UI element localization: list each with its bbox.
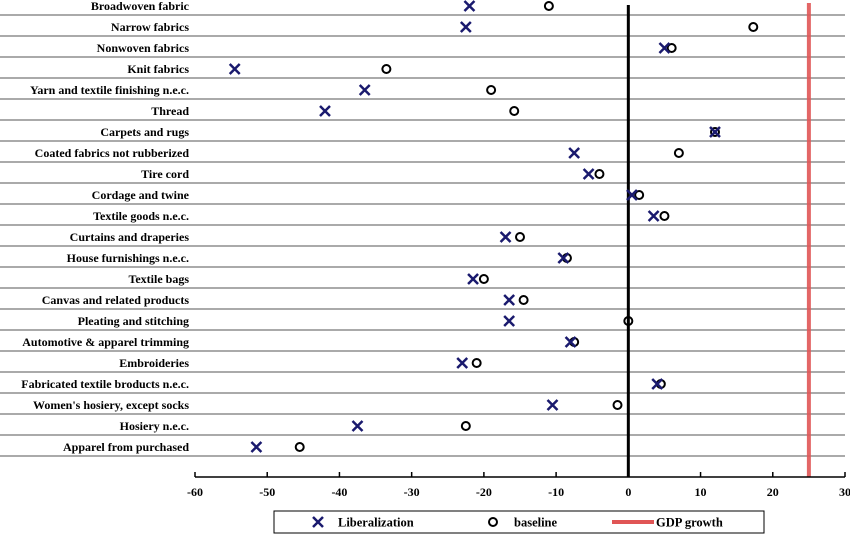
liberalization-point — [228, 63, 241, 75]
legend-baseline-marker — [488, 517, 498, 527]
liberalization-point — [658, 42, 671, 54]
category-label: Apparel from purchased — [63, 440, 189, 454]
liberalization-point — [319, 105, 331, 117]
baseline-point — [673, 148, 684, 158]
grid-lines — [0, 14, 845, 457]
category-label: Automotive & apparel trimming — [22, 335, 189, 349]
liberalization-point — [709, 126, 721, 138]
baseline-point — [294, 442, 305, 452]
category-label: Textile goods n.e.c. — [93, 209, 189, 223]
category-label: Fabricated textile broducts n.e.c. — [21, 377, 189, 391]
liberalization-point — [546, 399, 559, 411]
x-tick-label: -20 — [476, 485, 492, 499]
x-axis: -60 -50 -40 -30 -20 -10 0 10 20 30 — [187, 472, 850, 499]
category-label: Thread — [151, 104, 189, 118]
gdp-growth-line — [806, 3, 811, 477]
legend-gdp-growth-marker — [612, 520, 654, 524]
x-tick-label: 10 — [695, 485, 707, 499]
liberalization-point — [568, 147, 581, 159]
legend-gdp-growth-label: GDP growth — [656, 516, 723, 530]
x-tick-label: -40 — [331, 485, 347, 499]
liberalization-point — [456, 357, 469, 369]
category-label: Yarn and textile finishing n.e.c. — [30, 83, 189, 97]
data-markers — [228, 0, 759, 453]
category-label: Tire cord — [141, 167, 189, 181]
x-tick-label: -60 — [187, 485, 203, 499]
baseline-point — [381, 64, 392, 74]
legend-liberalization-label: Liberalization — [338, 516, 414, 530]
category-label: Knit fabrics — [127, 62, 189, 76]
x-tick-label: 0 — [625, 485, 631, 499]
category-label: Embroideries — [119, 356, 189, 370]
category-label: Hosiery n.e.c. — [120, 419, 189, 433]
legend: Liberalization baseline GDP growth — [273, 510, 765, 534]
baseline-point — [634, 190, 645, 200]
category-label: Coated fabrics not rubberized — [35, 146, 190, 160]
liberalization-point — [467, 273, 479, 285]
baseline-point — [518, 295, 529, 305]
liberalization-point — [647, 210, 660, 222]
liberalization-point — [499, 231, 512, 243]
baseline-point — [486, 85, 497, 95]
liberalization-point — [557, 252, 570, 264]
category-labels: Broadwoven fabric Narrow fabrics Nonwoven … — [21, 0, 189, 454]
x-tick-label: 30 — [839, 485, 850, 499]
category-label: Narrow fabrics — [111, 20, 189, 34]
category-label: Women's hosiery, except socks — [33, 398, 189, 412]
baseline-point — [471, 358, 482, 368]
baseline-point — [515, 232, 525, 242]
category-label: Pleating and stitching — [78, 314, 189, 328]
baseline-point — [666, 43, 677, 53]
category-label: Nonwoven fabrics — [97, 41, 190, 55]
x-tick-label: -10 — [548, 485, 564, 499]
x-tick-label: -50 — [259, 485, 275, 499]
category-label: Broadwoven fabric — [91, 0, 190, 13]
liberalization-point — [358, 84, 371, 96]
category-label: Curtains and draperies — [70, 230, 190, 244]
liberalization-point — [503, 315, 516, 327]
baseline-point — [460, 421, 471, 431]
liberalization-point — [459, 21, 472, 33]
reference-lines — [626, 3, 811, 477]
legend-baseline-label: baseline — [514, 516, 558, 530]
category-label: Textile bags — [128, 272, 189, 286]
baseline-point — [543, 1, 554, 11]
baseline-point — [612, 400, 623, 410]
category-label: Cordage and twine — [92, 188, 190, 202]
liberalization-point — [626, 189, 638, 201]
baseline-point — [659, 211, 670, 221]
liberalization-point — [503, 294, 516, 306]
category-label: House furnishings n.e.c. — [67, 251, 189, 265]
legend-liberalization-marker — [312, 516, 324, 528]
liberalization-point — [250, 441, 263, 453]
category-label: Canvas and related products — [42, 293, 190, 307]
baseline-point — [748, 22, 759, 32]
liberalization-point — [582, 168, 595, 180]
x-tick-label: 20 — [767, 485, 779, 499]
x-tick-label: -30 — [404, 485, 420, 499]
baseline-point — [478, 274, 489, 284]
baseline-point — [594, 169, 605, 179]
baseline-point — [623, 316, 634, 326]
baseline-point — [710, 127, 720, 137]
liberalization-point — [351, 420, 364, 432]
liberalization-point — [463, 0, 476, 12]
liberalization-point — [564, 336, 577, 348]
category-label: Carpets and rugs — [100, 125, 189, 139]
baseline-point — [509, 106, 520, 116]
liberalization-point — [651, 378, 664, 390]
legend-box — [273, 510, 765, 534]
